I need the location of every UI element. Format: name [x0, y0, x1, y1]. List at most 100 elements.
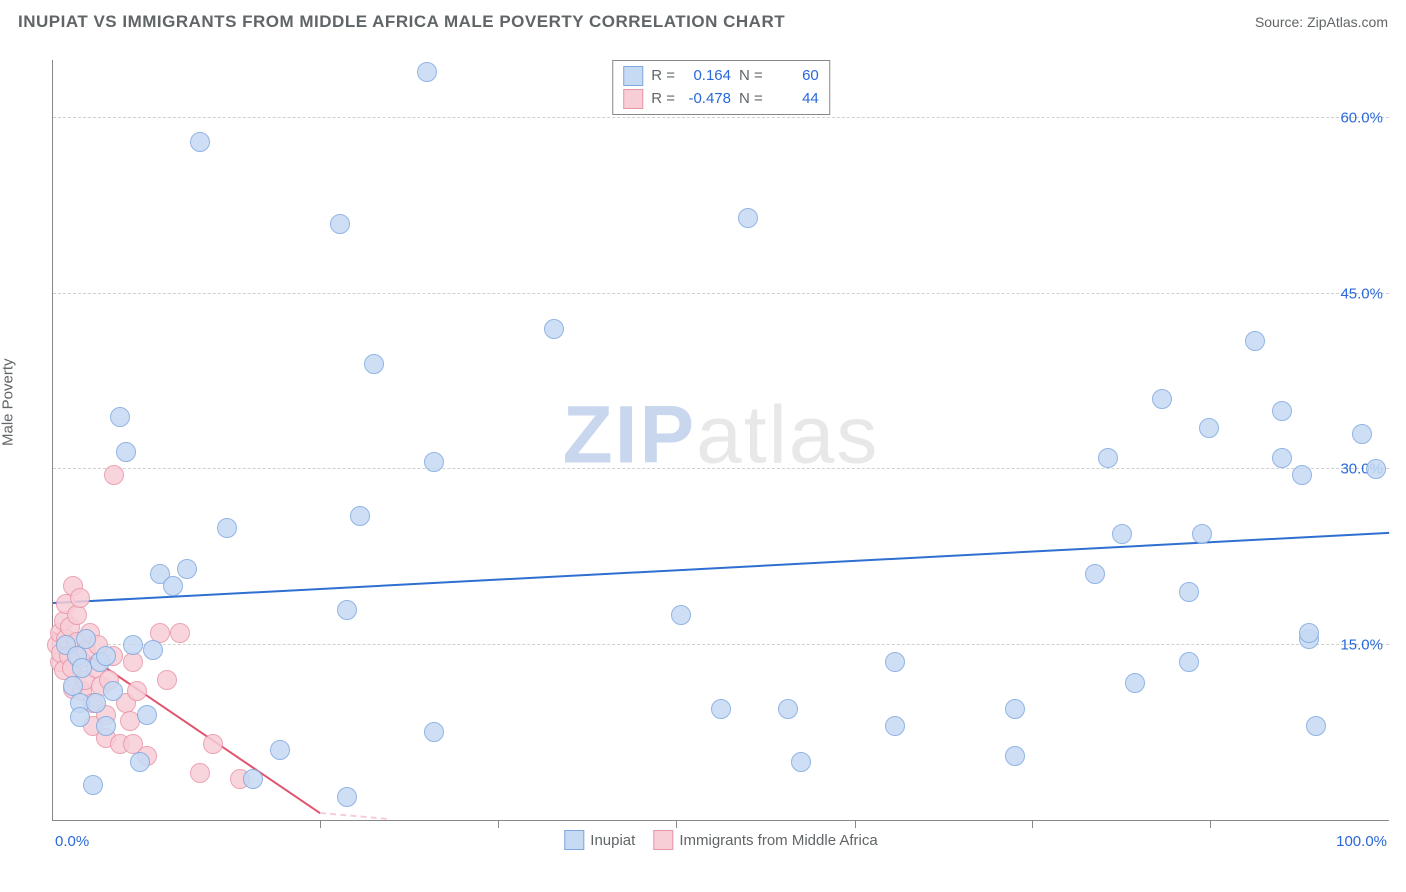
scatter-point-blue	[243, 769, 263, 789]
swatch-blue	[623, 66, 643, 86]
r-label: R =	[651, 65, 675, 88]
n-label: N =	[739, 88, 763, 111]
scatter-point-pink	[104, 465, 124, 485]
x-axis-max-label: 100.0%	[1336, 833, 1387, 850]
scatter-point-blue	[1199, 418, 1219, 438]
scatter-point-blue	[76, 629, 96, 649]
scatter-point-blue	[1125, 673, 1145, 693]
y-tick-label: 45.0%	[1340, 285, 1383, 302]
r-value-blue: 0.164	[683, 65, 731, 88]
scatter-point-blue	[1272, 401, 1292, 421]
scatter-point-blue	[130, 752, 150, 772]
scatter-point-blue	[1085, 564, 1105, 584]
scatter-point-blue	[1192, 524, 1212, 544]
legend-swatch-pink	[653, 830, 673, 850]
scatter-point-blue	[1299, 623, 1319, 643]
n-label: N =	[739, 65, 763, 88]
scatter-point-blue	[270, 740, 290, 760]
scatter-point-blue	[1352, 424, 1372, 444]
scatter-point-pink	[70, 588, 90, 608]
y-tick-label: 15.0%	[1340, 636, 1383, 653]
legend-item-pink: Immigrants from Middle Africa	[653, 830, 877, 850]
scatter-point-blue	[885, 652, 905, 672]
scatter-point-blue	[1112, 524, 1132, 544]
x-tick	[498, 820, 499, 828]
scatter-point-blue	[163, 576, 183, 596]
scatter-point-blue	[1306, 716, 1326, 736]
scatter-point-blue	[83, 775, 103, 795]
n-value-blue: 60	[771, 65, 819, 88]
gridline	[53, 293, 1389, 294]
x-tick	[855, 820, 856, 828]
scatter-point-pink	[203, 734, 223, 754]
scatter-point-blue	[1366, 459, 1386, 479]
scatter-point-blue	[103, 681, 123, 701]
legend-swatch-blue	[564, 830, 584, 850]
scatter-point-blue	[778, 699, 798, 719]
scatter-point-blue	[417, 62, 437, 82]
scatter-point-blue	[738, 208, 758, 228]
y-tick-label: 60.0%	[1340, 110, 1383, 127]
scatter-point-blue	[350, 506, 370, 526]
legend-label-pink: Immigrants from Middle Africa	[679, 832, 877, 849]
scatter-point-blue	[96, 716, 116, 736]
scatter-point-pink	[157, 670, 177, 690]
scatter-point-blue	[1005, 746, 1025, 766]
scatter-point-blue	[123, 635, 143, 655]
watermark-zip: ZIP	[563, 389, 697, 480]
scatter-point-blue	[337, 787, 357, 807]
scatter-point-blue	[330, 214, 350, 234]
chart-title: INUPIAT VS IMMIGRANTS FROM MIDDLE AFRICA…	[18, 12, 785, 32]
scatter-point-blue	[424, 722, 444, 742]
correlation-stats-box: R = 0.164 N = 60 R = -0.478 N = 44	[612, 60, 830, 115]
scatter-point-blue	[1292, 465, 1312, 485]
scatter-plot-area: ZIPatlas R = 0.164 N = 60 R = -0.478 N =…	[52, 60, 1389, 821]
scatter-point-blue	[1179, 652, 1199, 672]
swatch-pink	[623, 89, 643, 109]
r-label: R =	[651, 88, 675, 111]
scatter-point-blue	[1152, 389, 1172, 409]
source-attribution: Source: ZipAtlas.com	[1255, 14, 1388, 30]
scatter-point-blue	[137, 705, 157, 725]
gridline	[53, 644, 1389, 645]
header-bar: INUPIAT VS IMMIGRANTS FROM MIDDLE AFRICA…	[18, 12, 1388, 32]
scatter-point-pink	[123, 652, 143, 672]
scatter-point-blue	[1272, 448, 1292, 468]
source-prefix: Source:	[1255, 14, 1307, 30]
gridline	[53, 117, 1389, 118]
scatter-point-blue	[671, 605, 691, 625]
x-tick	[1032, 820, 1033, 828]
scatter-point-blue	[190, 132, 210, 152]
scatter-point-blue	[116, 442, 136, 462]
scatter-point-blue	[337, 600, 357, 620]
scatter-point-blue	[177, 559, 197, 579]
scatter-point-pink	[67, 605, 87, 625]
legend-item-blue: Inupiat	[564, 830, 635, 850]
n-value-pink: 44	[771, 88, 819, 111]
scatter-point-blue	[1005, 699, 1025, 719]
scatter-point-blue	[96, 646, 116, 666]
scatter-point-blue	[364, 354, 384, 374]
scatter-point-blue	[1245, 331, 1265, 351]
legend-label-blue: Inupiat	[590, 832, 635, 849]
scatter-point-blue	[791, 752, 811, 772]
scatter-point-blue	[143, 640, 163, 660]
scatter-point-pink	[170, 623, 190, 643]
trend-line	[320, 812, 387, 820]
scatter-point-blue	[544, 319, 564, 339]
stats-row-blue: R = 0.164 N = 60	[623, 65, 819, 88]
scatter-point-pink	[127, 681, 147, 701]
x-tick	[320, 820, 321, 828]
gridline	[53, 468, 1389, 469]
scatter-point-blue	[424, 452, 444, 472]
scatter-point-blue	[885, 716, 905, 736]
source-link[interactable]: ZipAtlas.com	[1307, 14, 1388, 30]
scatter-point-blue	[110, 407, 130, 427]
scatter-point-blue	[86, 693, 106, 713]
stats-row-pink: R = -0.478 N = 44	[623, 88, 819, 111]
scatter-point-blue	[1098, 448, 1118, 468]
series-legend: Inupiat Immigrants from Middle Africa	[564, 830, 877, 850]
watermark-atlas: atlas	[696, 389, 879, 480]
scatter-point-blue	[711, 699, 731, 719]
y-axis-label: Male Poverty	[0, 358, 17, 446]
